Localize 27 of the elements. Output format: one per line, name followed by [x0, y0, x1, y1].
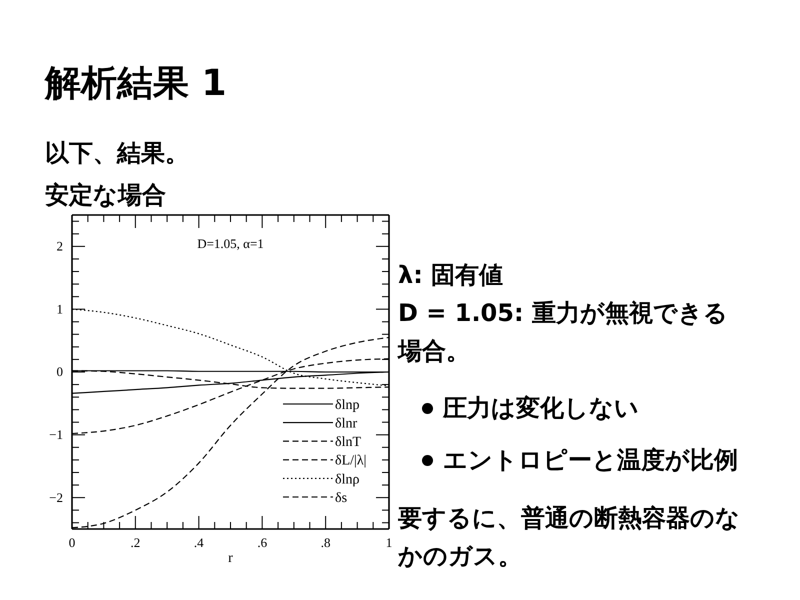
y-tick-label: −2	[49, 490, 63, 505]
legend-label: δlnr	[335, 416, 358, 432]
x-tick-label: .2	[130, 535, 140, 550]
legend-label: δlnρ	[335, 472, 360, 488]
annotation: D=1.05, α=1	[197, 236, 264, 251]
text: 要するに、普通の断熱容器のなかのガス。	[398, 503, 741, 572]
legend-label: δlnT	[335, 435, 362, 450]
y-tick-label: 0	[56, 364, 63, 380]
x-axis-title: r	[228, 551, 234, 566]
chart-subtitle: 以下、結果。	[45, 138, 189, 169]
x-tick-label: .6	[257, 535, 268, 550]
y-tick-label: 1	[56, 301, 63, 316]
legend-label: δL/|λ|	[335, 454, 366, 469]
text: D = 1.05: 重力が無視できる場合。	[398, 298, 729, 367]
y-tick-label: −1	[49, 426, 63, 442]
chart-title: 解析結果 1	[45, 62, 227, 106]
x-tick-label: .4	[194, 535, 204, 550]
text: エントロピーと温度が比例	[443, 445, 738, 476]
x-tick-label: 1	[386, 535, 392, 550]
x-tick-label: .8	[320, 535, 330, 550]
legend-label: δs	[335, 490, 348, 506]
x-tick-label: 0	[68, 535, 76, 550]
text: 圧力は変化しない	[443, 393, 639, 424]
y-tick-label: 2	[56, 238, 63, 254]
text: λ: 固有値	[398, 260, 504, 291]
legend-label: δlnp	[335, 398, 360, 413]
text: 安定な場合	[45, 180, 166, 211]
